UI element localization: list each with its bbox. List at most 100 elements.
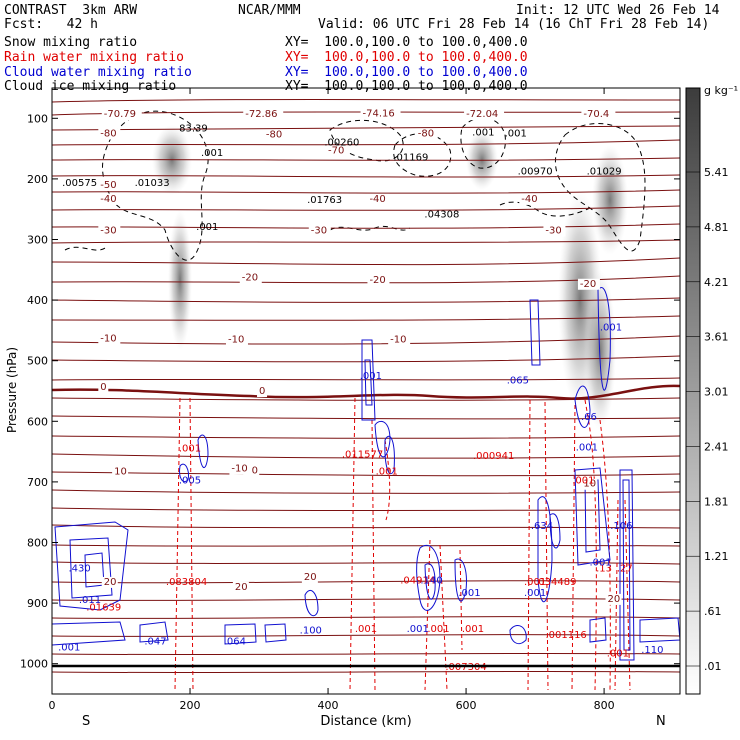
cloud-contour (639, 617, 680, 643)
ice-contour (64, 246, 106, 251)
extrema-label: .01639 (86, 602, 121, 613)
rain-contour (349, 397, 356, 691)
extrema-label: .01763 (307, 195, 342, 206)
temp-label: -10 (228, 335, 244, 346)
temp-label-bg (415, 128, 438, 140)
cloud-contour (597, 287, 611, 391)
legend-cloudwater-xy: XY= 100.0,100.0 to 100.0,400.0 (285, 65, 528, 80)
x-tick-label: 0 (49, 699, 56, 712)
rain-contour (459, 549, 463, 651)
rain-contour (584, 399, 597, 691)
temp-label: 20 (304, 572, 317, 583)
cloud-contour (622, 479, 631, 651)
y-tick-label: 600 (27, 415, 48, 428)
temp-label-bg (257, 386, 268, 398)
colorbar-label: 3.61 (704, 331, 729, 344)
temp-label-bg (301, 572, 318, 584)
colorbar-unit: g kg⁻¹ (704, 84, 738, 97)
temp-label: -70.4 (583, 109, 609, 120)
y-tick-label: 500 (27, 355, 48, 368)
y-tick-label: 100 (27, 112, 48, 125)
temp-label: 20 (104, 577, 117, 588)
extrema-label: .00575 (62, 178, 97, 189)
temp-isotherm (52, 189, 680, 194)
forecast-hour: Fcst: 42 h (4, 17, 98, 32)
temp-label: -20 (242, 273, 258, 284)
axes: 0 200 400 600 800100200300400500600700800900… (20, 88, 680, 712)
temp-label: -40 (369, 194, 385, 205)
temp-label: 20 (235, 582, 248, 593)
rain-contour (571, 404, 576, 691)
temp-label: -70.79 (104, 109, 136, 120)
temp-isotherm (52, 239, 680, 244)
extrema-label: .001 (524, 577, 546, 588)
colorbar-label: 5.41 (704, 166, 729, 179)
temp-label: -10 (100, 333, 116, 344)
y-tick-label: 800 (27, 537, 48, 550)
temp-isotherm (52, 435, 680, 439)
temp-label-bg (239, 272, 262, 284)
y-tick-label: 300 (27, 234, 48, 247)
colorbar-label: 2.41 (704, 440, 729, 453)
x-tick-label: 600 (456, 699, 477, 712)
temp-label-bg (519, 193, 542, 205)
rain-contour (371, 419, 376, 691)
cloud-water-contours (52, 287, 680, 661)
extrema-label: .140 (420, 576, 442, 587)
extrema-label: .065 (507, 376, 529, 387)
temp-isotherm (52, 335, 680, 345)
model-title: CONTRAST 3km ARW (4, 3, 138, 18)
temp-isotherm (52, 652, 680, 656)
y-tick-label: 400 (27, 294, 48, 307)
y-tick-label: 700 (27, 476, 48, 489)
cloud-contour (589, 617, 607, 643)
cloud-contour (537, 496, 553, 603)
extrema-label: .047 (144, 636, 166, 647)
temp-isotherm (52, 598, 680, 601)
temp-isotherm (52, 174, 680, 178)
cloud-contour (574, 385, 591, 428)
temp-label-bg (232, 581, 249, 593)
temp-label-bg (360, 108, 401, 120)
extrema-label: .001 (524, 588, 546, 599)
legend-cloudwater-label: Cloud water mixing ratio (4, 65, 192, 80)
rain-contour (527, 399, 531, 691)
temp-isotherm (52, 616, 680, 619)
extrema-label: .001116 (545, 630, 586, 641)
extrema-labels: 83.39.001.00260.01169.001.001.00575.0103… (58, 124, 663, 673)
extrema-label: .007304 (445, 662, 486, 673)
y-tick-label: 200 (27, 173, 48, 186)
temp-label-bg (98, 333, 121, 345)
extrema-label: .00970 (518, 167, 553, 178)
extrema-label: .011 (79, 595, 101, 606)
temp-label: -30 (100, 225, 116, 236)
cloud-contour (424, 563, 436, 600)
x-tick-label: 400 (318, 699, 339, 712)
legend-cloudice-xy: XY= 100.0,100.0 to 100.0,400.0 (285, 79, 528, 94)
temp-isotherm (52, 634, 680, 637)
temp-label: 10 (245, 465, 258, 476)
extrema-label: .001 (427, 624, 449, 635)
extrema-label: .001 (179, 444, 201, 455)
extrema-label: .001 (572, 476, 594, 487)
temp-isotherm (52, 157, 680, 161)
valid-time: Valid: 06 UTC Fri 28 Feb 14 (16 ChT Fri … (318, 17, 710, 32)
extrema-label: .001 (462, 624, 484, 635)
extrema-label: .13 (596, 564, 612, 575)
temp-label: -20 (580, 279, 596, 290)
temp-label: 10 (583, 479, 596, 490)
extrema-label: .001 (458, 588, 480, 599)
temp-isotherm (52, 453, 680, 459)
extrema-label: .634 (531, 521, 553, 532)
temp-label-bg (98, 128, 121, 140)
extrema-label: .005 (179, 476, 201, 487)
cloud-contour (361, 339, 376, 421)
cloud-contour (54, 521, 129, 611)
cloud-contour (416, 544, 441, 611)
temp-label-bg (388, 334, 411, 346)
extrema-label: .01169 (393, 153, 428, 164)
temp-label-bg (98, 225, 121, 237)
extrema-label: .01029 (587, 167, 622, 178)
extrema-label: .011577 (342, 450, 383, 461)
